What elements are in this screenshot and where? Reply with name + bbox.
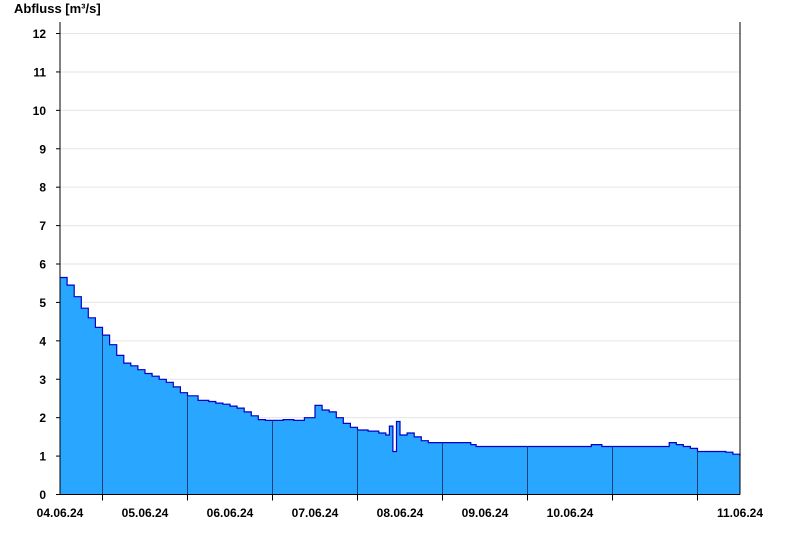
y-tick-label: 4 xyxy=(39,334,46,348)
day-dividers xyxy=(102,335,698,495)
y-tick-label: 6 xyxy=(39,258,46,272)
axes xyxy=(56,22,741,495)
y-tick-label: 9 xyxy=(39,142,46,156)
x-tick-label: 11.06.24 xyxy=(717,506,763,520)
y-tick-label: 5 xyxy=(39,296,46,310)
x-tick-label: 05.06.24 xyxy=(122,506,169,520)
discharge-line xyxy=(60,276,741,457)
y-tick-label: 3 xyxy=(39,373,46,387)
discharge-area xyxy=(60,277,740,495)
x-tick-label: 09.06.24 xyxy=(462,506,509,520)
x-tick-label: 07.06.24 xyxy=(292,506,339,520)
y-tick-label: 1 xyxy=(39,450,46,464)
y-tick-label: 7 xyxy=(39,219,46,233)
y-tick-label: 10 xyxy=(33,104,47,118)
y-axis-label: Abfluss [m³/s] xyxy=(14,1,101,16)
y-tick-label: 0 xyxy=(39,488,46,502)
x-axis-ticks: 04.06.24 05.06.24 06.06.24 07.06.24 08.06.24… xyxy=(37,494,763,520)
y-tick-label: 12 xyxy=(33,27,47,41)
plot-area xyxy=(60,276,741,495)
x-tick-label: 08.06.24 xyxy=(377,506,424,520)
y-tick-label: 2 xyxy=(39,411,46,425)
x-tick-label: 10.06.24 xyxy=(547,506,594,520)
y-tick-label: 8 xyxy=(39,181,46,195)
x-tick-label: 04.06.24 xyxy=(37,506,84,520)
x-tick-label: 06.06.24 xyxy=(207,506,254,520)
y-tick-label: 11 xyxy=(33,65,46,79)
